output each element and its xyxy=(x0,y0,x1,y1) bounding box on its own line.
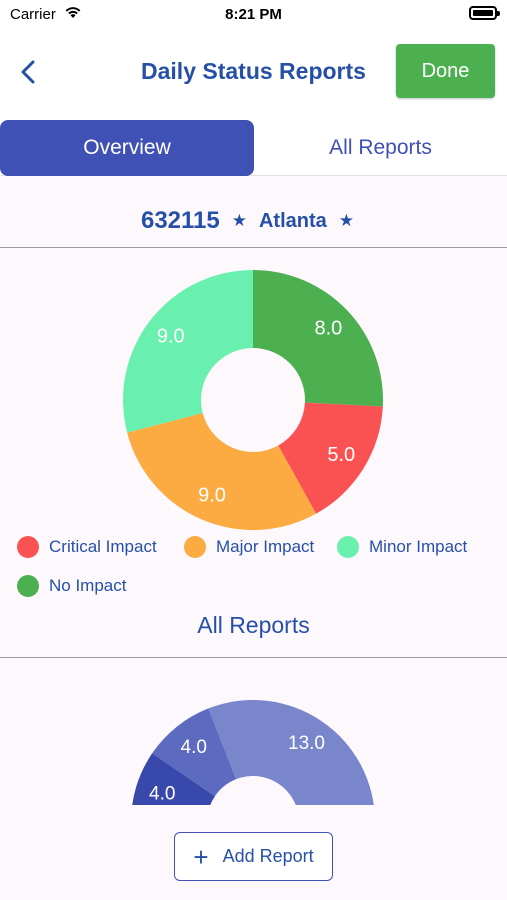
reports-chart-value-label: 13.0 xyxy=(288,733,325,754)
impact-chart-value-label: 5.0 xyxy=(327,444,355,466)
tab-overview[interactable]: Overview xyxy=(0,120,254,176)
tab-all-reports[interactable]: All Reports xyxy=(329,136,432,159)
battery-icon xyxy=(469,6,500,20)
legend-item-major-impact: Major Impact xyxy=(184,536,314,558)
impact-chart-value-label: 8.0 xyxy=(314,317,342,339)
add-report-button[interactable]: + Add Report xyxy=(174,832,333,881)
legend-swatch xyxy=(184,536,206,558)
reports-chart-slice xyxy=(132,753,215,805)
impact-chart-slice xyxy=(278,402,383,514)
page-title: Daily Status Reports xyxy=(141,58,366,84)
reports-chart-slice xyxy=(208,699,374,805)
reports-chart-value-label: 4.0 xyxy=(181,737,207,758)
done-button[interactable]: Done xyxy=(396,44,495,98)
plus-icon: + xyxy=(193,841,209,872)
star-icon: ★ xyxy=(338,211,355,230)
wifi-icon xyxy=(65,7,81,18)
carrier-label: Carrier xyxy=(10,6,56,23)
legend-item-minor-impact: Minor Impact xyxy=(337,536,467,558)
divider xyxy=(0,247,507,248)
legend-item-critical-impact: Critical Impact xyxy=(17,536,157,558)
legend-swatch xyxy=(17,575,39,597)
legend-item-no-impact: No Impact xyxy=(17,575,126,597)
reports-chart-value-label: 4.0 xyxy=(149,783,175,804)
all-reports-section-title: All Reports xyxy=(197,612,310,638)
site-header: 632115 ★ Atlanta ★ xyxy=(0,198,507,244)
site-name: Atlanta xyxy=(258,209,327,232)
reports-chart-slice xyxy=(152,708,237,797)
legend-swatch xyxy=(17,536,39,558)
impact-chart-value-label: 9.0 xyxy=(198,485,226,507)
tab-bar: Overview All Reports xyxy=(0,116,507,176)
impact-chart-slice xyxy=(123,270,253,433)
status-bar: Carrier 8:21 PM xyxy=(0,0,507,30)
legend-label: Critical Impact xyxy=(49,537,157,556)
clock: 8:21 PM xyxy=(225,6,282,23)
impact-chart-slice xyxy=(253,270,384,407)
reports-half-donut-chart: 4.0 4.0 13.0 xyxy=(132,699,374,805)
back-chevron-icon[interactable] xyxy=(14,54,44,90)
add-report-label: Add Report xyxy=(222,846,314,866)
legend-label: No Impact xyxy=(49,576,127,595)
legend-label: Minor Impact xyxy=(369,537,468,556)
legend-label: Major Impact xyxy=(216,537,315,556)
site-id: 632115 xyxy=(140,207,220,234)
divider xyxy=(0,657,507,658)
navigation-bar: Daily Status Reports Done xyxy=(0,30,507,116)
impact-chart-value-label: 9.0 xyxy=(157,325,185,347)
impact-donut-chart: 8.0 5.0 9.0 9.0 xyxy=(123,270,384,530)
star-icon: ★ xyxy=(231,211,247,230)
legend-swatch xyxy=(337,536,359,558)
impact-chart-slice xyxy=(127,413,317,530)
